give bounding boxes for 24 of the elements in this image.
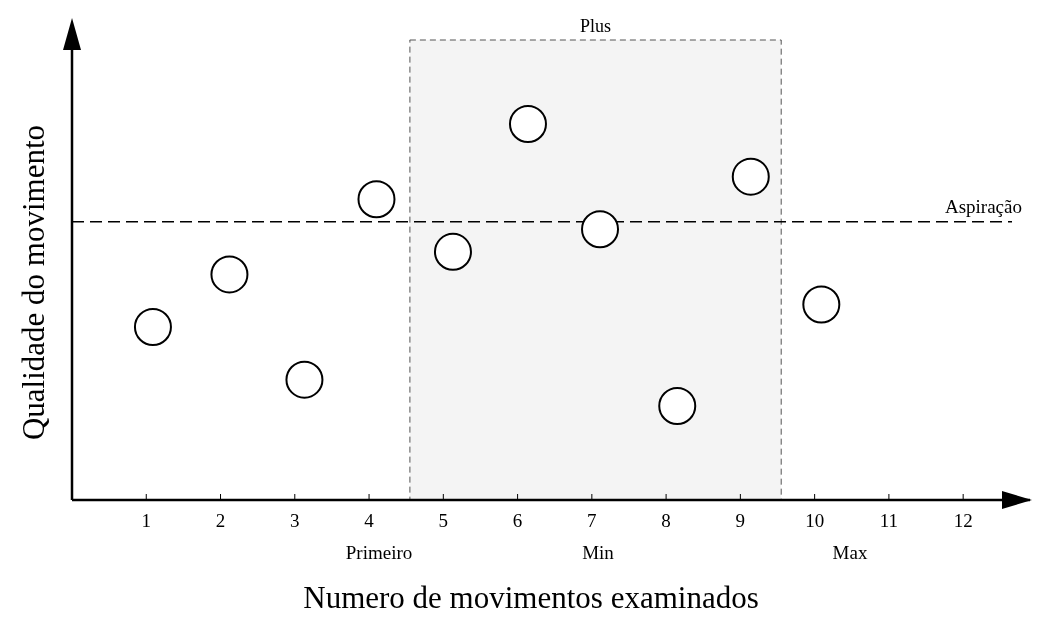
y-axis-title: Qualidade do movimento xyxy=(16,124,51,441)
x-tick-label: 1 xyxy=(141,510,152,531)
x-tick-label: 7 xyxy=(587,510,597,531)
x-tick-label: 11 xyxy=(879,510,899,531)
x-tick-label: 9 xyxy=(735,510,746,531)
point xyxy=(508,105,547,143)
text: Primeiro xyxy=(345,542,413,563)
x-tick-label: 2 xyxy=(215,510,226,531)
point xyxy=(658,387,697,425)
point xyxy=(581,210,620,249)
band-label: Plus xyxy=(580,16,612,36)
x-axis-title: Numero de movimentos examinados xyxy=(303,580,759,615)
x-tick-label: 12 xyxy=(953,510,973,531)
point xyxy=(433,232,472,271)
x-tick-label: 5 xyxy=(438,510,449,531)
text: Max xyxy=(832,542,868,563)
ref-line-label: Aspiração xyxy=(944,195,1022,217)
x-tick-label: 6 xyxy=(512,510,523,531)
x-tick-label: 10 xyxy=(805,510,825,531)
text: Min xyxy=(582,542,615,563)
x-tick-label: 8 xyxy=(661,510,671,531)
x-tick-label: 4 xyxy=(364,510,375,531)
point xyxy=(731,157,770,196)
x-tick-label: 3 xyxy=(290,510,300,531)
